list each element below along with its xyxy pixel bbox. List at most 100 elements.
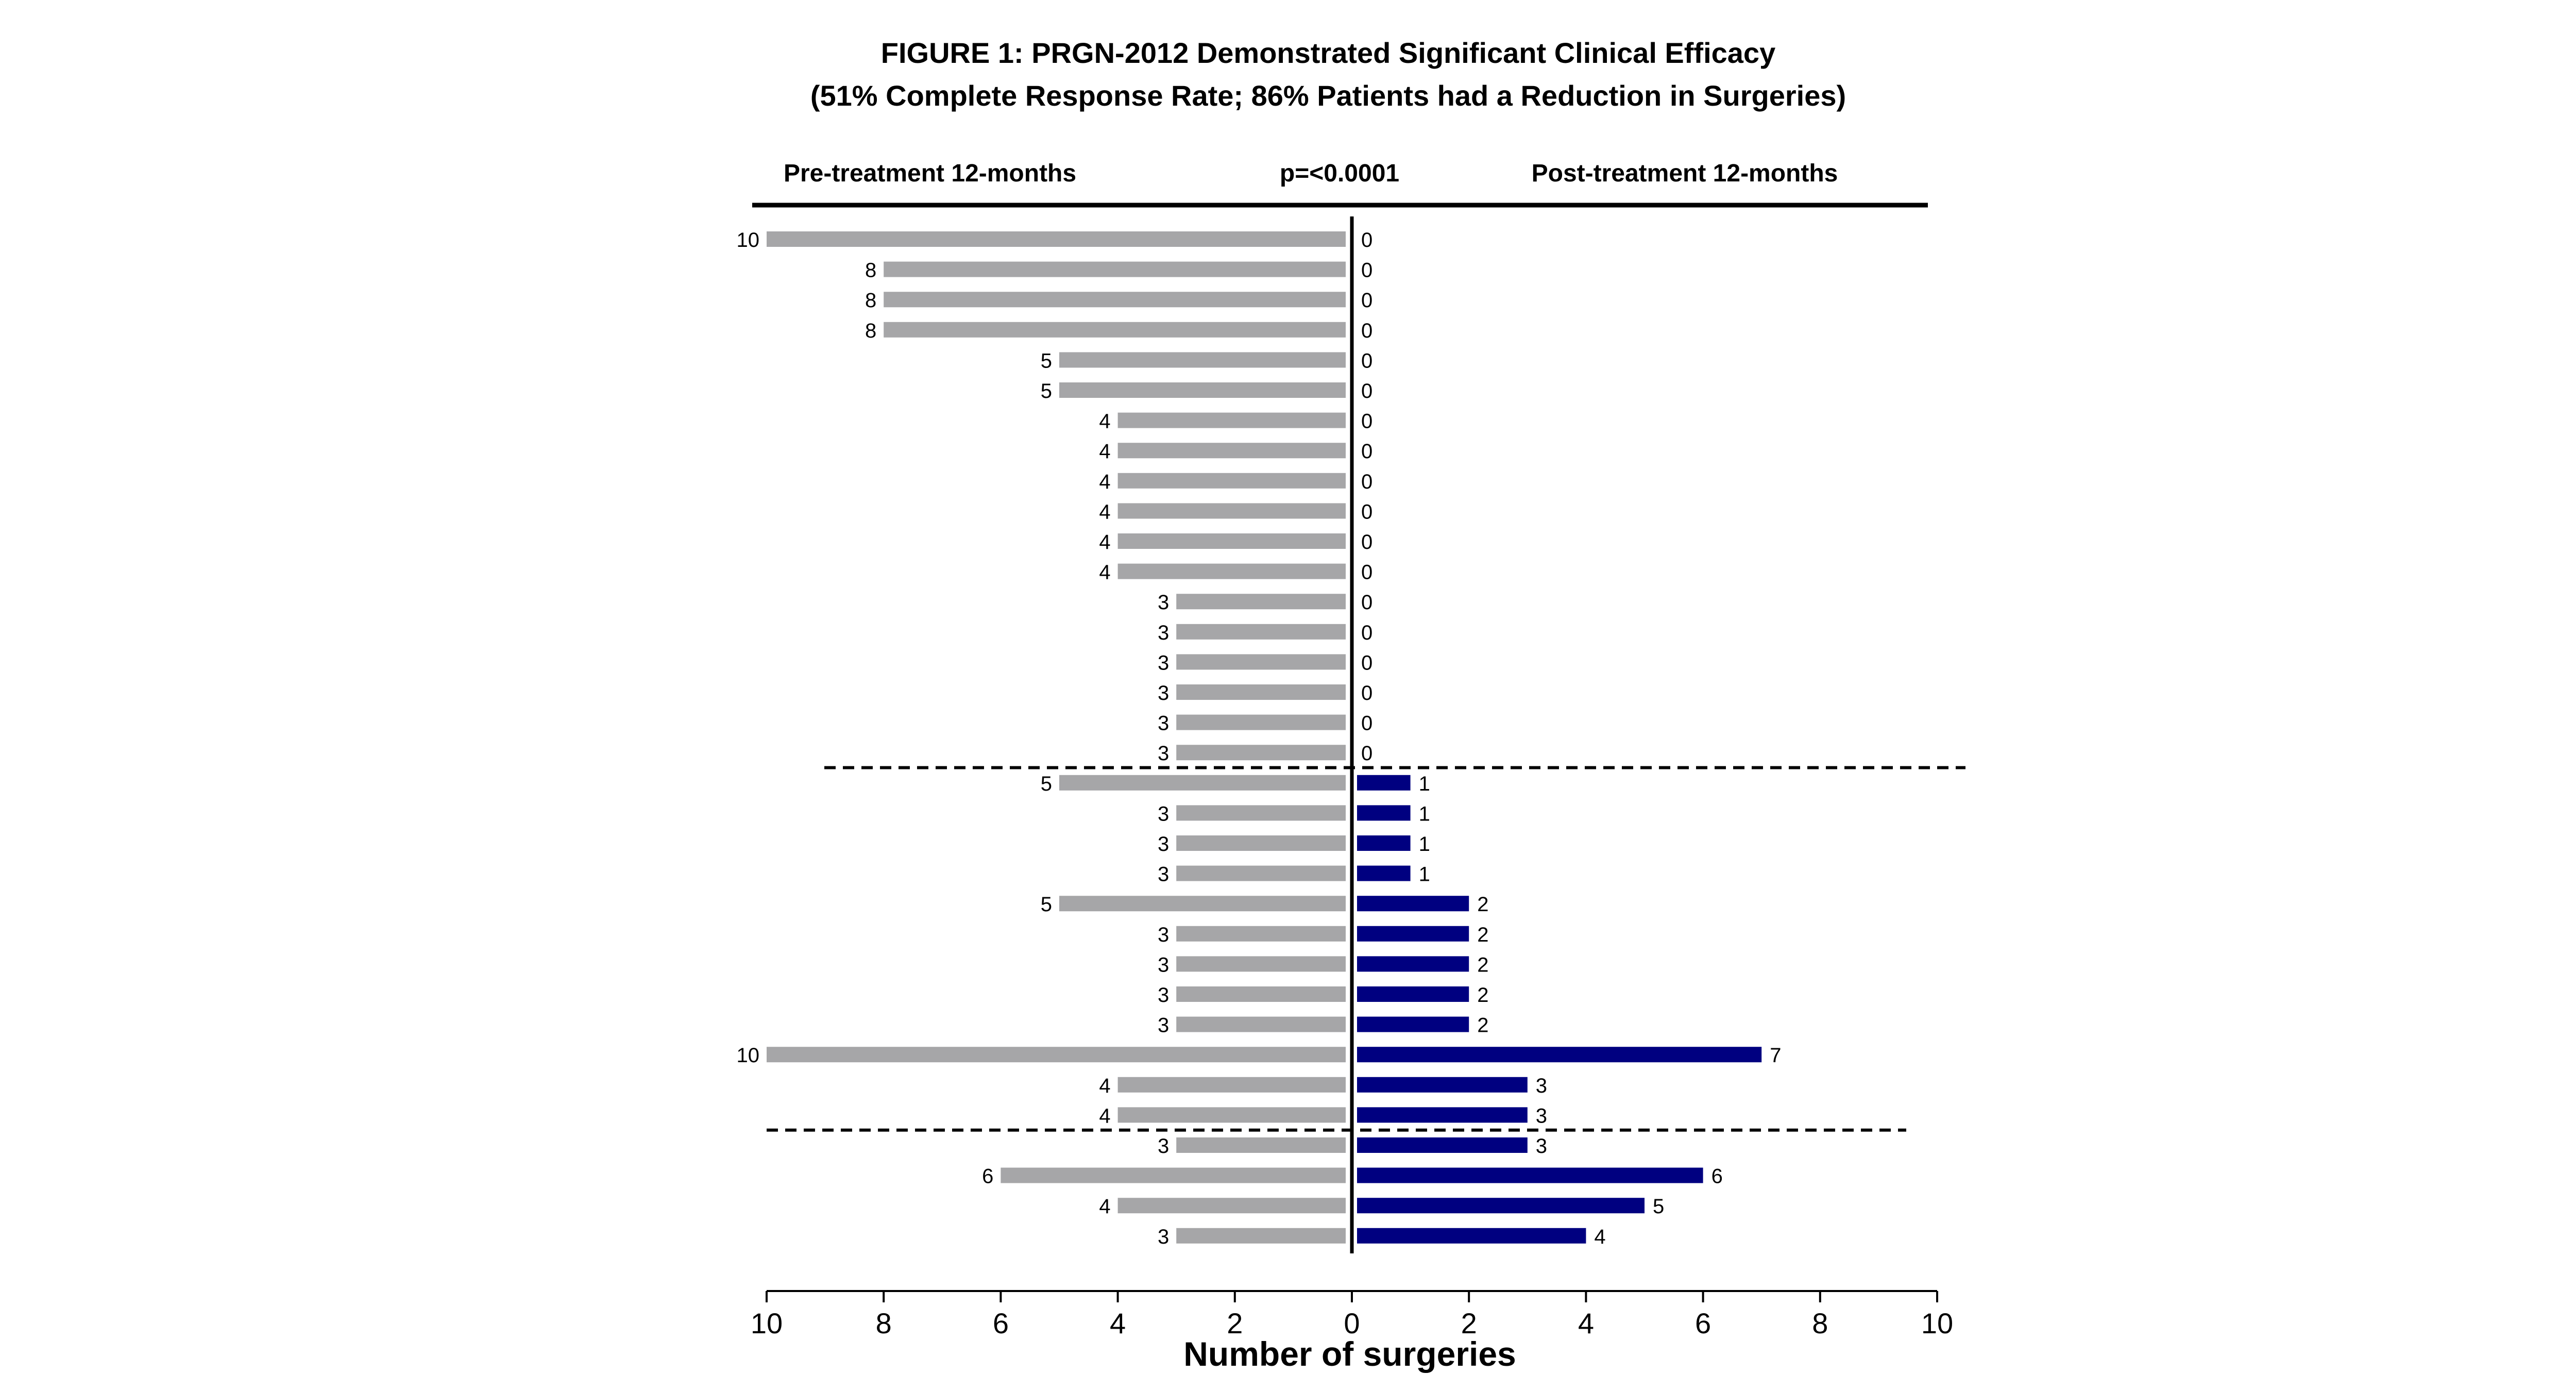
post-treatment-bar-31 bbox=[1357, 1137, 1528, 1153]
pre-treatment-bar-16 bbox=[1176, 684, 1346, 700]
pre-treatment-value-label-9: 4 bbox=[1099, 471, 1110, 493]
pre-treatment-value-label-15: 3 bbox=[1158, 651, 1169, 674]
pre-treatment-bar-2 bbox=[884, 261, 1346, 277]
pre-treatment-bar-3 bbox=[884, 292, 1346, 308]
pre-treatment-bar-26 bbox=[1176, 986, 1346, 1002]
post-treatment-value-label-25: 2 bbox=[1477, 953, 1488, 976]
pre-treatment-bar-29 bbox=[1117, 1077, 1346, 1093]
pre-treatment-value-label-12: 4 bbox=[1099, 561, 1110, 584]
post-treatment-value-label-15: 0 bbox=[1361, 651, 1372, 674]
post-treatment-bar-29 bbox=[1357, 1077, 1528, 1093]
post-treatment-value-label-31: 3 bbox=[1536, 1135, 1547, 1158]
x-axis-title: Number of surgeries bbox=[1183, 1335, 1516, 1373]
post-treatment-bar-24 bbox=[1357, 926, 1469, 942]
pre-treatment-value-label-8: 4 bbox=[1099, 440, 1110, 463]
pre-treatment-bar-7 bbox=[1117, 412, 1346, 428]
pre-treatment-value-label-25: 3 bbox=[1158, 953, 1169, 976]
post-treatment-value-label-20: 1 bbox=[1419, 802, 1430, 825]
post-treatment-bar-25 bbox=[1357, 956, 1469, 972]
post-treatment-bar-23 bbox=[1357, 896, 1469, 912]
figure-title-line-2: (51% Complete Response Rate; 86% Patient… bbox=[810, 79, 1846, 112]
pre-treatment-bar-6 bbox=[1059, 382, 1346, 398]
pre-treatment-bar-15 bbox=[1176, 654, 1346, 670]
post-treatment-bar-22 bbox=[1357, 865, 1411, 881]
x-tick-label-3: 6 bbox=[993, 1307, 1009, 1339]
post-treatment-value-label-27: 2 bbox=[1477, 1014, 1488, 1037]
x-tick-label-9: 6 bbox=[1695, 1307, 1711, 1339]
pre-treatment-bar-18 bbox=[1176, 745, 1346, 761]
pre-treatment-bar-30 bbox=[1117, 1107, 1346, 1123]
figure-title: FIGURE 1: PRGN-2012 Demonstrated Signifi… bbox=[810, 37, 1846, 112]
x-tick-label-11: 10 bbox=[1921, 1307, 1953, 1339]
post-treatment-value-label-8: 0 bbox=[1361, 440, 1372, 463]
pre-treatment-value-label-29: 4 bbox=[1099, 1075, 1110, 1097]
post-treatment-value-label-33: 5 bbox=[1653, 1195, 1664, 1218]
header-p-value: p=<0.0001 bbox=[1280, 160, 1399, 187]
pre-treatment-value-label-32: 6 bbox=[982, 1165, 993, 1188]
post-treatment-bar-27 bbox=[1357, 1016, 1469, 1032]
pre-treatment-bar-12 bbox=[1117, 563, 1346, 579]
pre-treatment-bar-1 bbox=[767, 231, 1346, 247]
post-treatment-value-label-3: 0 bbox=[1361, 289, 1372, 312]
post-treatment-value-label-5: 0 bbox=[1361, 349, 1372, 372]
pre-treatment-value-label-28: 10 bbox=[737, 1044, 760, 1067]
pre-treatment-bar-33 bbox=[1117, 1198, 1346, 1214]
post-treatment-value-label-34: 4 bbox=[1594, 1226, 1605, 1248]
pre-treatment-value-label-16: 3 bbox=[1158, 682, 1169, 705]
pre-treatment-bar-24 bbox=[1176, 926, 1346, 942]
post-treatment-value-label-14: 0 bbox=[1361, 622, 1372, 644]
pre-treatment-bar-10 bbox=[1117, 503, 1346, 519]
post-treatment-bar-21 bbox=[1357, 835, 1411, 851]
pre-treatment-value-label-21: 3 bbox=[1158, 833, 1169, 856]
pre-treatment-bar-28 bbox=[767, 1047, 1346, 1063]
pre-treatment-value-label-17: 3 bbox=[1158, 712, 1169, 735]
pre-treatment-bar-21 bbox=[1176, 835, 1346, 851]
pre-treatment-value-label-24: 3 bbox=[1158, 924, 1169, 946]
pre-treatment-bar-5 bbox=[1059, 352, 1346, 368]
x-tick-label-4: 4 bbox=[1110, 1307, 1126, 1339]
x-tick-label-10: 8 bbox=[1812, 1307, 1828, 1339]
pre-treatment-value-label-4: 8 bbox=[865, 320, 876, 342]
pre-treatment-bar-20 bbox=[1176, 805, 1346, 821]
pre-treatment-value-label-31: 3 bbox=[1158, 1135, 1169, 1158]
pre-treatment-bar-32 bbox=[1001, 1167, 1346, 1183]
post-treatment-value-label-19: 1 bbox=[1419, 773, 1430, 795]
pre-treatment-value-label-2: 8 bbox=[865, 259, 876, 282]
pre-treatment-bar-34 bbox=[1176, 1228, 1346, 1244]
post-treatment-value-label-13: 0 bbox=[1361, 591, 1372, 614]
post-treatment-value-label-10: 0 bbox=[1361, 500, 1372, 523]
pre-treatment-value-label-26: 3 bbox=[1158, 984, 1169, 1007]
pre-treatment-value-label-11: 4 bbox=[1099, 531, 1110, 554]
post-treatment-value-label-30: 3 bbox=[1536, 1104, 1547, 1127]
post-treatment-value-label-12: 0 bbox=[1361, 561, 1372, 584]
post-treatment-value-label-2: 0 bbox=[1361, 259, 1372, 282]
header-post-treatment: Post-treatment 12-months bbox=[1532, 160, 1838, 187]
pre-treatment-value-label-33: 4 bbox=[1099, 1195, 1110, 1218]
post-treatment-value-label-28: 7 bbox=[1770, 1044, 1781, 1067]
post-treatment-value-label-11: 0 bbox=[1361, 531, 1372, 554]
post-treatment-bar-20 bbox=[1357, 805, 1411, 821]
post-treatment-bar-19 bbox=[1357, 775, 1411, 791]
pre-treatment-value-label-6: 5 bbox=[1041, 380, 1052, 403]
pre-treatment-bar-8 bbox=[1117, 443, 1346, 459]
pre-treatment-value-label-30: 4 bbox=[1099, 1104, 1110, 1127]
pre-treatment-value-label-1: 10 bbox=[737, 229, 760, 252]
post-treatment-value-label-16: 0 bbox=[1361, 682, 1372, 705]
pre-treatment-bar-4 bbox=[884, 322, 1346, 338]
pre-treatment-bar-27 bbox=[1176, 1016, 1346, 1032]
pre-treatment-value-label-10: 4 bbox=[1099, 500, 1110, 523]
pre-treatment-value-label-5: 5 bbox=[1041, 349, 1052, 372]
post-treatment-bar-28 bbox=[1357, 1047, 1762, 1063]
x-tick-label-6: 0 bbox=[1344, 1307, 1360, 1339]
post-treatment-value-label-17: 0 bbox=[1361, 712, 1372, 735]
pre-treatment-value-label-14: 3 bbox=[1158, 622, 1169, 644]
post-treatment-value-label-7: 0 bbox=[1361, 410, 1372, 433]
pre-treatment-bar-23 bbox=[1059, 896, 1346, 912]
post-treatment-value-label-21: 1 bbox=[1419, 833, 1430, 856]
post-treatment-value-label-32: 6 bbox=[1711, 1165, 1723, 1188]
x-axis: 10 8 6 4 2 0 2 4 6 8 10 bbox=[751, 1290, 1953, 1339]
pre-treatment-bar-13 bbox=[1176, 594, 1346, 610]
pre-treatment-value-label-20: 3 bbox=[1158, 802, 1169, 825]
column-headers: Pre-treatment 12-months p=<0.0001 Post-t… bbox=[752, 160, 1928, 208]
